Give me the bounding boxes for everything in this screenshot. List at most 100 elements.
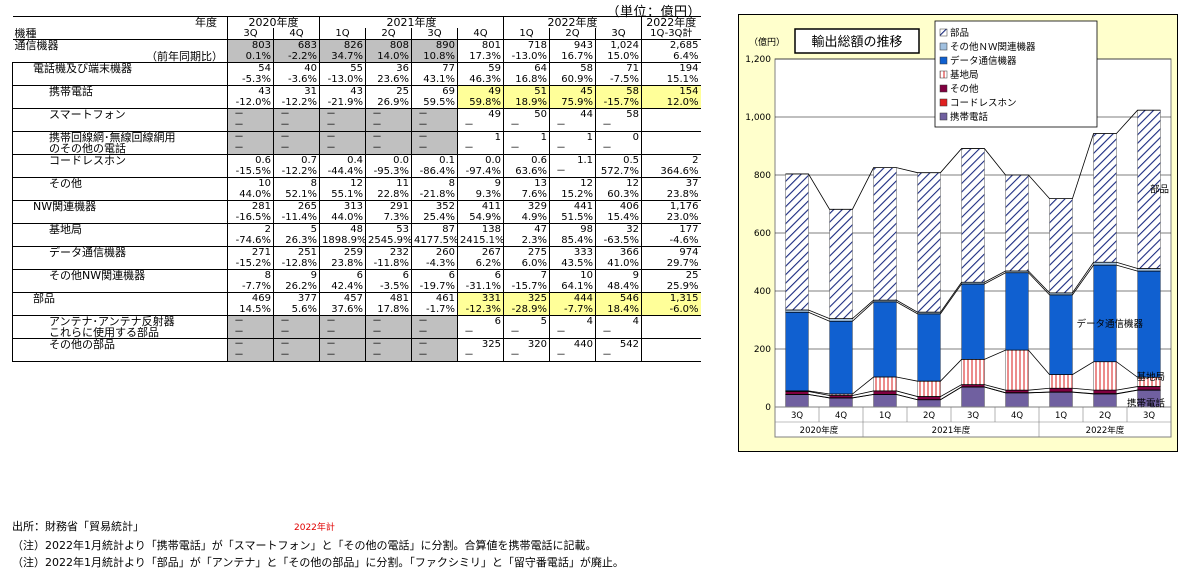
yoy-cell: － xyxy=(319,350,366,362)
yoy-cell: -7.7% xyxy=(227,281,274,293)
table-row-yoy: これらに使用する部品－－－－－－－－－ xyxy=(12,327,701,339)
value-cell: 64 xyxy=(503,62,550,74)
value-cell: 25 xyxy=(365,85,412,97)
yoy-cell: 18.9% xyxy=(503,97,550,109)
value-cell xyxy=(641,108,701,120)
value-cell: 291 xyxy=(365,200,412,212)
yoy-cell: -21.9% xyxy=(319,97,366,109)
yoy-cell: 17.8% xyxy=(365,304,412,316)
source-red-note: 2022年計 xyxy=(294,523,335,533)
yoy-cell: 60.9% xyxy=(549,74,596,86)
value-cell: 331 xyxy=(457,292,504,304)
series-annotation: データ通信機器 xyxy=(1076,318,1143,330)
value-cell: 4 xyxy=(594,315,642,327)
yoy-cell: 41.0% xyxy=(594,258,642,270)
row-label-2 xyxy=(12,74,228,86)
value-cell: 481 xyxy=(365,292,412,304)
series-annotation: 基地局 xyxy=(1136,371,1165,383)
bar-segment xyxy=(1005,174,1029,272)
header-quarter: 1Q xyxy=(319,28,366,40)
row-label: その他 xyxy=(12,177,228,189)
value-cell: 1,176 xyxy=(641,200,701,212)
table-row-yoy: 44.0% 52.1% 55.1% 22.8% -21.8% 9.3% 7.6% 15.2% 6… xyxy=(12,189,701,201)
series-line xyxy=(785,386,1161,401)
yoy-cell: 44.0% xyxy=(227,189,274,201)
header-quarter: 3Q xyxy=(594,28,642,40)
legend-swatch xyxy=(939,112,948,121)
yoy-cell: -44.4% xyxy=(319,166,366,178)
value-cell: 313 xyxy=(319,200,366,212)
value-cell: 32 xyxy=(594,223,642,235)
legend-label: コードレスホン xyxy=(950,98,1017,109)
yoy-cell: 6.2% xyxy=(457,258,504,270)
table-row: その他 10 8 12 11 8 9 13 12 12 37 xyxy=(12,177,701,189)
series-annotation: 部品 xyxy=(1150,183,1169,195)
x-tick-label: 4Q xyxy=(1011,411,1023,421)
value-cell: 0.5 xyxy=(594,154,642,166)
value-cell: 444 xyxy=(549,292,596,304)
header-year: 2022年度 xyxy=(641,16,701,28)
value-cell: 0.6 xyxy=(503,154,550,166)
value-cell: － xyxy=(227,131,274,143)
yoy-cell: -19.7% xyxy=(411,281,458,293)
value-cell: 43 xyxy=(227,85,274,97)
header-quarter: 2Q xyxy=(549,28,596,40)
yoy-cell: -6.0% xyxy=(641,304,701,316)
yoy-cell: 22.8% xyxy=(365,189,412,201)
yoy-cell: -74.6% xyxy=(227,235,274,247)
x-tick-label: 3Q xyxy=(967,411,979,421)
value-cell: 801 xyxy=(457,39,504,51)
value-cell: 43 xyxy=(319,85,366,97)
value-cell: 803 xyxy=(227,39,274,51)
value-cell: 54 xyxy=(227,62,274,74)
value-cell: 1,315 xyxy=(641,292,701,304)
value-cell: 50 xyxy=(503,108,550,120)
yoy-cell: － xyxy=(227,327,274,339)
row-label-2 xyxy=(12,281,228,293)
yoy-cell: － xyxy=(457,350,504,362)
yoy-cell: 34.7% xyxy=(319,51,366,63)
table-row-yoy: （前年同期比） 0.1% -2.2% 34.7% 14.0% 10.8% 17.3% -13.… xyxy=(13,51,701,63)
table-row: 通信機器 803 683 826 808 890 801 718 943 1,024 2,685 xyxy=(12,39,701,51)
value-cell: 441 xyxy=(549,200,596,212)
yoy-cell: 5.6% xyxy=(273,304,320,316)
value-cell: 0.4 xyxy=(319,154,366,166)
value-cell: 58 xyxy=(594,108,642,120)
yoy-cell: 6.4% xyxy=(641,51,701,63)
series-line xyxy=(785,384,1161,397)
legend-swatch xyxy=(939,28,948,37)
yoy-cell: -31.1% xyxy=(457,281,504,293)
table-row-yoy: －－－－－－－－－ xyxy=(12,120,701,132)
yoy-cell: 14.0% xyxy=(365,51,412,63)
row-label: スマートフォン xyxy=(12,108,228,120)
value-cell: 98 xyxy=(549,223,596,235)
bar-segment xyxy=(1049,388,1073,393)
value-cell: － xyxy=(227,338,274,350)
yoy-cell: 23.0% xyxy=(641,212,701,224)
yoy-cell: 29.7% xyxy=(641,258,701,270)
yoy-cell: 16.8% xyxy=(503,74,550,86)
yoy-cell: 46.3% xyxy=(457,74,504,86)
row-label: 電話機及び端末機器 xyxy=(12,62,228,74)
value-cell: 11 xyxy=(365,177,412,189)
yoy-cell: 23.8% xyxy=(319,258,366,270)
yoy-cell: -2.2% xyxy=(273,51,320,63)
legend-swatch xyxy=(939,70,948,79)
value-cell: 48 xyxy=(319,223,366,235)
value-cell: 138 xyxy=(457,223,504,235)
bar-segment xyxy=(1093,264,1117,362)
value-cell: 267 xyxy=(457,246,504,258)
value-cell: 2,685 xyxy=(641,39,701,51)
yoy-cell: 7.3% xyxy=(365,212,412,224)
yoy-cell: -4.3% xyxy=(411,258,458,270)
legend-label: データ通信機器 xyxy=(950,55,1017,67)
table-row-yoy: -5.3% -3.6% -13.0% 23.6% 43.1% 46.3% 16.8% 60.9… xyxy=(12,74,701,86)
yoy-cell: 44.0% xyxy=(319,212,366,224)
table-row-yoy: －－－－－－－－－ xyxy=(12,350,701,362)
value-cell: 71 xyxy=(594,62,642,74)
yoy-cell: － xyxy=(365,327,412,339)
value-cell: － xyxy=(227,315,274,327)
value-cell: 890 xyxy=(411,39,458,51)
header-year: 2022年度 xyxy=(502,16,642,28)
yoy-cell xyxy=(641,350,701,362)
